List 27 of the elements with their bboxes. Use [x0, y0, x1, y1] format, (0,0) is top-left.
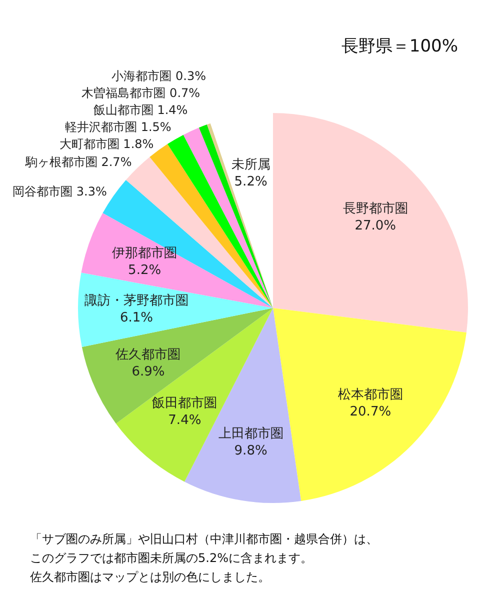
slice-label: 木曽福島都市圏 0.7%	[82, 86, 200, 100]
slice-label: 大町都市圏 1.8%	[59, 136, 154, 151]
data-label: 9.8%	[234, 444, 268, 459]
slice-label: 諏訪・茅野都市圏	[84, 293, 189, 308]
slice-label: 飯山都市圏 1.4%	[93, 102, 188, 117]
slice-label: 上田都市圏	[218, 426, 284, 442]
slice-label: 飯田都市圏	[152, 396, 218, 412]
slice-label: 岡谷都市圏 3.3%	[12, 184, 107, 198]
data-label: 5.2%	[234, 174, 268, 190]
text: 佐久都市圏はマップとは別の色にしました。	[30, 570, 270, 584]
slice-label: 伊那都市圏	[112, 246, 178, 261]
text: 「サブ圏のみ所属」や旧山口村（中津川都市圏・越県合併）は、	[30, 532, 378, 546]
data-label: 20.7%	[350, 404, 392, 420]
data-label: 7.4%	[168, 413, 202, 428]
data-label: 5.2%	[128, 262, 162, 278]
slice-label: 駒ヶ根都市圏 2.7%	[24, 155, 132, 170]
data-label: 6.1%	[120, 310, 154, 326]
slice-label: 未所属	[231, 157, 270, 172]
slice-label: 軽井沢都市圏 1.5%	[65, 120, 172, 134]
slice-label: 佐久都市圏	[116, 347, 181, 362]
data-label: 27.0%	[354, 218, 396, 234]
slice-label: 松本都市圏	[338, 388, 403, 403]
data-label: 6.9%	[132, 364, 165, 380]
slice-label: 小海都市圏 0.3%	[112, 68, 206, 83]
slice-label: 長野都市圏	[342, 202, 408, 217]
text: 長野県＝100%	[341, 36, 458, 56]
text: このグラフでは都市圏未所属の5.2%に含まれます。	[30, 551, 312, 565]
